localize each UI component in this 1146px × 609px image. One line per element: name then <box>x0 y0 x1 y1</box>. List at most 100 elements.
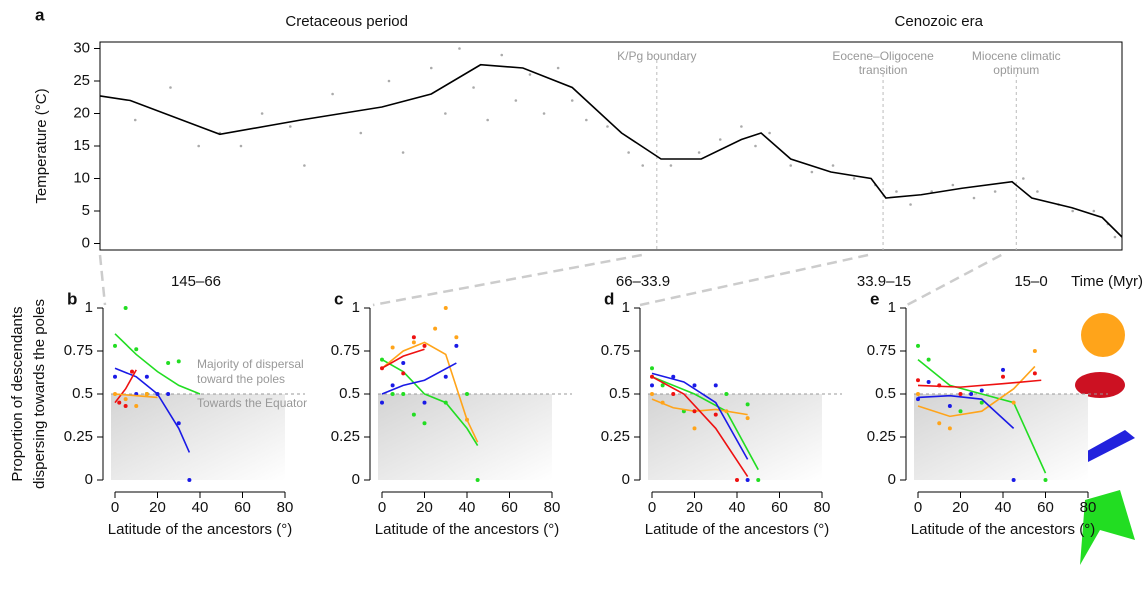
x-tick-label: 0 <box>648 499 656 516</box>
temperature-point <box>197 144 200 148</box>
point <box>144 374 149 379</box>
x-tick-label: 40 <box>995 499 1012 516</box>
y-tick-label: 30 <box>73 39 90 56</box>
temperature-point <box>895 190 898 193</box>
point <box>650 366 654 371</box>
point <box>937 421 942 426</box>
point <box>979 388 984 393</box>
point <box>958 409 963 414</box>
panel-letter: b <box>67 289 77 308</box>
point <box>123 306 128 310</box>
point <box>380 400 384 405</box>
x-tick-label: 20 <box>952 499 969 516</box>
temperature-point <box>930 190 933 193</box>
x-tick-label: 0 <box>378 499 386 516</box>
x-tick-label: 60 <box>1037 499 1054 516</box>
temperature-point <box>542 112 546 115</box>
x-tick-label: 40 <box>729 499 746 516</box>
point <box>401 371 406 376</box>
point <box>1032 371 1037 376</box>
temperature-point <box>951 183 955 187</box>
fit-line <box>917 394 1015 429</box>
point <box>422 421 427 426</box>
point <box>916 343 920 348</box>
point <box>713 412 718 417</box>
point <box>1032 349 1037 353</box>
equator-shade <box>111 394 285 480</box>
x-axis-title: Time (Myr) <box>1071 273 1143 290</box>
point <box>671 392 676 396</box>
y-tick-label: 10 <box>73 169 90 186</box>
x-tick-label: 20 <box>686 499 703 516</box>
point <box>390 392 395 396</box>
x-tick-label: 0 <box>111 499 119 516</box>
fit-line <box>114 369 137 404</box>
temperature-point <box>486 118 489 122</box>
point <box>390 345 395 350</box>
fit-line <box>651 376 749 478</box>
temperature-point <box>641 164 645 167</box>
connector <box>906 253 1002 307</box>
lizard-icon <box>1080 430 1135 462</box>
point <box>454 343 459 348</box>
temperature-point <box>359 131 363 135</box>
panel-letter: a <box>35 5 45 24</box>
point <box>916 378 920 383</box>
x-tick-label: 20 <box>416 499 433 516</box>
y-axis-title: dispersing towards the poles <box>31 299 48 489</box>
period-label: 145–66 <box>171 273 221 290</box>
y-tick-label: 0 <box>82 234 90 251</box>
point <box>475 478 480 482</box>
y-tick-label: 0.5 <box>875 385 896 402</box>
y-tick-label: 0.75 <box>331 342 360 359</box>
x-tick-label: 40 <box>192 499 209 516</box>
point <box>660 383 665 388</box>
temperature-point <box>514 99 518 102</box>
y-tick-label: 1 <box>622 299 630 316</box>
fit-line <box>651 376 759 471</box>
point <box>692 426 697 431</box>
temperature-point <box>831 164 835 167</box>
point <box>1001 374 1005 379</box>
point <box>166 392 171 396</box>
y-tick-label: 0.5 <box>72 385 93 402</box>
temperature-point <box>260 112 264 115</box>
y-tick-label: 0.25 <box>64 428 93 445</box>
equator-shade <box>914 394 1088 480</box>
plot-frame <box>99 41 1123 251</box>
boundary-label: K/Pg boundary <box>617 49 696 63</box>
silhouettes <box>1075 313 1135 565</box>
panel-letter: e <box>870 289 879 308</box>
temperature-point <box>585 118 588 122</box>
point <box>692 409 697 414</box>
point <box>401 361 406 366</box>
temperature-point <box>133 118 137 122</box>
y-tick-label: 0.75 <box>867 342 896 359</box>
point <box>735 478 739 482</box>
era-label: Cenozoic era <box>895 13 984 30</box>
point <box>411 335 416 340</box>
x-axis-title: Latitude of the ancestors (°) <box>108 521 292 538</box>
period-label: 66–33.9 <box>616 273 670 290</box>
y-tick-label: 0.25 <box>601 428 630 445</box>
temperature-point <box>909 203 912 206</box>
fit-line <box>114 393 158 399</box>
x-tick-label: 60 <box>501 499 518 516</box>
point <box>745 416 750 421</box>
point <box>176 359 181 364</box>
x-axis-title: Latitude of the ancestors (°) <box>645 521 829 538</box>
point <box>947 426 952 431</box>
point <box>187 478 192 482</box>
temperature-point <box>1036 190 1039 193</box>
point <box>433 326 438 331</box>
temperature-point <box>444 112 447 115</box>
temperature-point <box>718 138 722 141</box>
x-tick-label: 80 <box>1080 499 1097 516</box>
point <box>443 306 448 310</box>
point <box>692 383 697 388</box>
panel-letter: c <box>334 289 343 308</box>
x-tick-label: 40 <box>459 499 476 516</box>
y-tick-label: 0.5 <box>609 385 630 402</box>
temperature-point <box>754 144 757 148</box>
